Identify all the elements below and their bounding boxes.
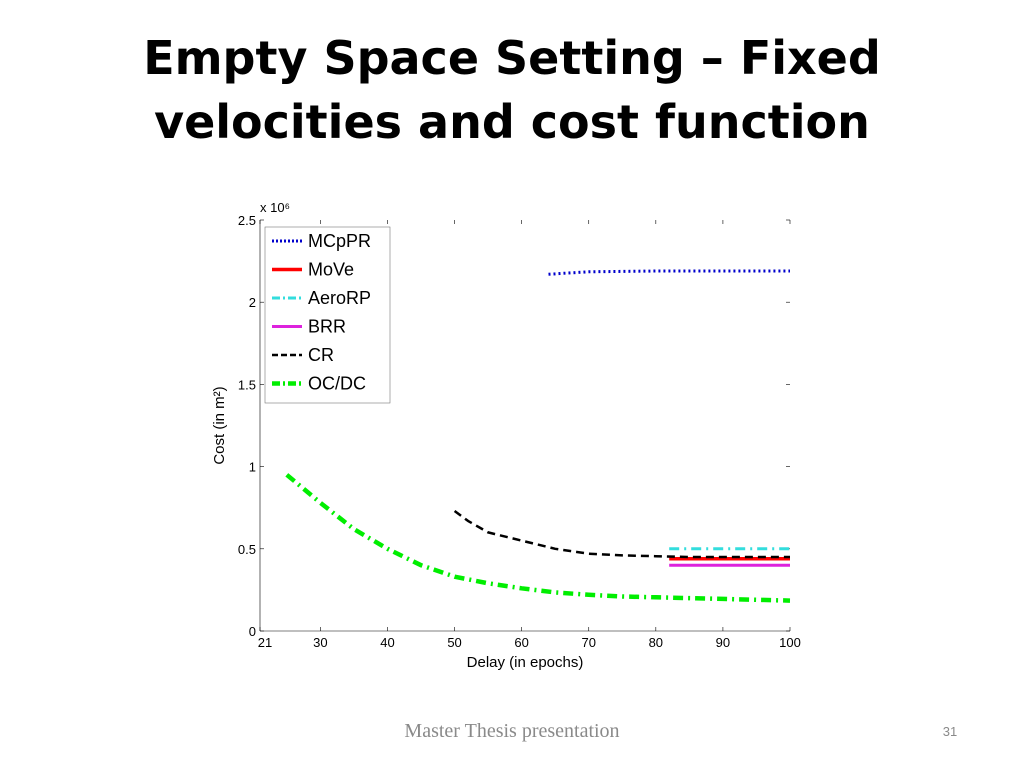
chart-legend: MCpPR MoVe AeroRP BRR CR OC/DC [264,226,391,404]
y-tick-label: 1.5 [238,377,256,392]
x-tick-label: 90 [716,635,730,650]
slide-title-line-1: Empty Space Setting – Fixed [143,31,881,85]
legend-label-oc-dc: OC/DC [308,374,366,394]
slide-page-number: 31 [942,724,958,739]
legend-box [264,226,391,404]
legend-label-brr: BRR [308,317,346,337]
x-tick-label: 100 [779,635,801,650]
series-line-mcppr [548,269,790,276]
x-tick-label: 70 [581,635,595,650]
x-tick-label: 40 [380,635,394,650]
x-axis-label: Delay (in epochs) [467,654,584,671]
y-tick-label: 0 [249,624,256,639]
legend-label-aerorp: AeroRP [308,288,371,308]
legend-label-move: MoVe [308,260,354,280]
y-tick-label: 0.5 [238,542,256,557]
y-tick-label: 2 [249,295,256,310]
y-axis-label: Cost (in m²) [211,386,228,464]
slide-title-line-2: velocities and cost function [154,95,870,149]
x-tick-label: 60 [514,635,528,650]
x-tick-label: 30 [313,635,327,650]
y-tick-label: 1 [249,460,256,475]
legend-label-mcppr: MCpPR [308,231,371,251]
x-tick-label: 50 [447,635,461,650]
series-line-cr [453,509,790,559]
x-tick-label: 21 [258,635,272,650]
chart-axes: 21 30 40 50 60 70 80 90 100 0 0.5 1 1.5 2 2.5 x 10⁶ Dela… [211,200,801,671]
slide-footer: Master Thesis presentation [404,720,620,742]
y-tick-label: 2.5 [238,213,256,228]
x-tick-label: 80 [649,635,663,650]
cost-vs-delay-chart: 21 30 40 50 60 70 80 90 100 0 0.5 1 1.5 2 2.5 x 10⁶ Dela… [211,200,801,671]
series-line-oc-dc [285,473,791,603]
y-multiplier-label: x 10⁶ [260,200,290,215]
legend-label-cr: CR [308,345,334,365]
chart-series [285,269,791,603]
slide-title: Empty Space Setting – Fixed velocities a… [0,26,1024,154]
